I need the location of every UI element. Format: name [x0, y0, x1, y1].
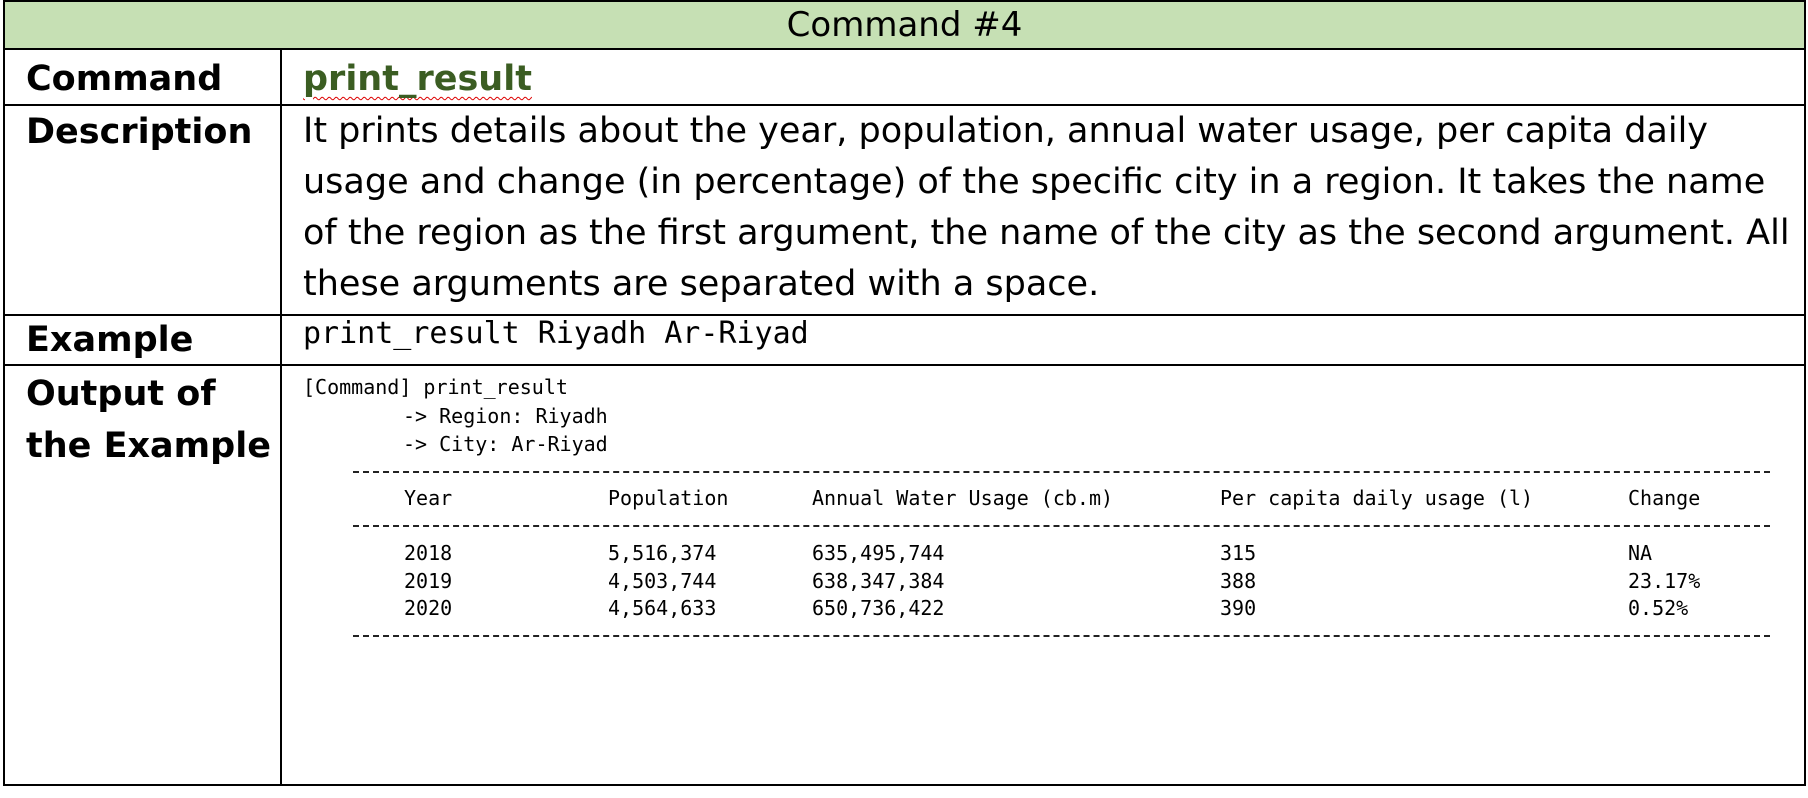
row-label: Command [26, 59, 223, 99]
row-border [3, 364, 1806, 366]
output-cell: 23.17% [1628, 569, 1701, 593]
col-border [3, 48, 5, 786]
output-column-header: Population [608, 486, 729, 510]
output-line: -> Region: Riyadh [403, 404, 608, 428]
output-cell: 2020 [404, 596, 453, 620]
output-cell: 315 [1220, 541, 1257, 565]
dashed-separator [353, 635, 1770, 637]
row-label: Example [26, 320, 194, 360]
output-line: [Command] print_result [303, 375, 568, 399]
output-cell: NA [1628, 541, 1653, 565]
output-column-header: Change [1628, 486, 1701, 510]
dashed-separator [353, 471, 1770, 473]
row-value: print_result [303, 53, 1798, 105]
output-cell: 388 [1220, 569, 1257, 593]
output-column-header: Per capita daily usage (l) [1220, 486, 1534, 510]
row-border [3, 314, 1806, 316]
output-cell: 2019 [404, 569, 453, 593]
output-column-header: Year [404, 486, 453, 510]
output-cell: 4,564,633 [608, 596, 717, 620]
dashed-separator [353, 525, 1770, 527]
col-border [1804, 48, 1806, 786]
row-border [3, 104, 1806, 106]
output-cell: 650,736,422 [812, 596, 945, 620]
row-label: Output of the Example [26, 374, 271, 466]
output-line: -> City: Ar-Riyad [403, 432, 608, 456]
output-cell: 5,516,374 [608, 541, 717, 565]
row-label: Description [26, 112, 253, 152]
output-column-header: Annual Water Usage (cb.m) [812, 486, 1114, 510]
output-cell: 390 [1220, 596, 1257, 620]
command-name: print_result [303, 59, 532, 99]
output-cell: 2018 [404, 541, 453, 565]
output-cell: 0.52% [1628, 596, 1689, 620]
output-cell: 635,495,744 [812, 541, 945, 565]
row-value: print_result Riyadh Ar-Riyad [303, 316, 809, 351]
col-border [280, 48, 282, 786]
row-value: It prints details about the year, popula… [303, 111, 1790, 304]
output-cell: 638,347,384 [812, 569, 945, 593]
header-title: Command #4 [3, 0, 1806, 50]
row-border [3, 784, 1806, 786]
output-cell: 4,503,744 [608, 569, 717, 593]
